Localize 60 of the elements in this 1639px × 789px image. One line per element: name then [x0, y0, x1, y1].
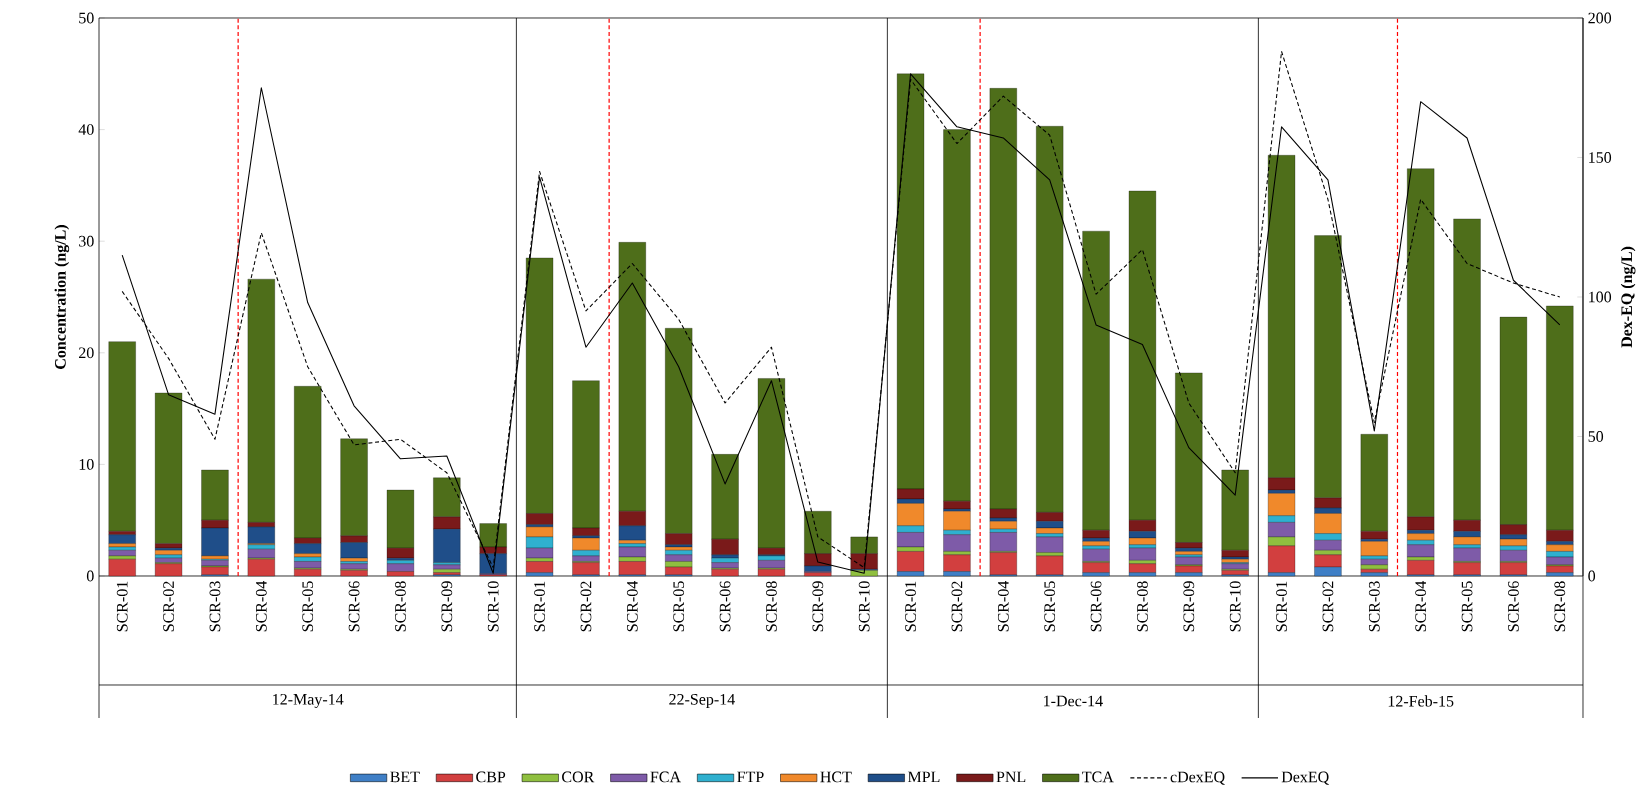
- y-tick-label: 0: [86, 570, 94, 582]
- y2-axis-title: Dex-EQ (ng/L): [1620, 246, 1636, 348]
- text: 12-Feb-15: [1388, 695, 1454, 707]
- legend-label: HCT: [820, 771, 852, 783]
- x-tick-label: SCR-02: [951, 581, 963, 632]
- x-tick-label: SCR-05: [1044, 581, 1056, 632]
- y2-tick-label: 200: [1588, 12, 1612, 24]
- y-tick-label: 50: [79, 12, 94, 24]
- x-tick-label: SCR-04: [1415, 580, 1427, 632]
- x-tick-label: SCR-10: [858, 581, 870, 632]
- legend-label: PNL: [996, 771, 1026, 783]
- x-tick-label: SCR-09: [1183, 581, 1195, 632]
- legend-label: COR: [562, 771, 595, 783]
- x-tick-label: SCR-09: [812, 581, 824, 632]
- x-tick-label: SCR-04: [255, 580, 267, 632]
- x-tick-label: SCR-03: [1368, 581, 1380, 632]
- y-tick-label: 20: [79, 347, 94, 359]
- y2-tick-label: 100: [1589, 291, 1612, 303]
- text: 22-Sep-14: [669, 693, 735, 708]
- x-tick-label: SCR-03: [209, 581, 221, 632]
- legend-label: DexEQ: [1281, 771, 1329, 785]
- x-tick-label: SCR-10: [1229, 581, 1241, 632]
- y2-tick-label: 50: [1588, 431, 1604, 442]
- legend-label: FCA: [650, 771, 681, 783]
- x-tick-label: SCR-01: [534, 581, 545, 632]
- x-tick-label: SCR-01: [1276, 581, 1287, 632]
- x-tick-label: SCR-08: [395, 581, 406, 632]
- x-tick-label: SCR-02: [580, 581, 592, 632]
- x-tick-label: SCR-04: [626, 580, 638, 632]
- x-tick-label: SCR-06: [1508, 581, 1519, 632]
- text: 1-Dec-14: [1044, 695, 1103, 707]
- x-tick-label: SCR-04: [997, 580, 1009, 632]
- x-tick-label: SCR-02: [1322, 581, 1334, 632]
- legend-label: TCA: [1082, 771, 1114, 783]
- x-tick-label: SCR-08: [1554, 581, 1566, 632]
- y-tick-label: 40: [78, 124, 94, 135]
- x-tick-label: SCR-05: [302, 581, 314, 632]
- x-tick-label: SCR-06: [1090, 581, 1102, 632]
- legend-label: cDexEQ: [1170, 771, 1225, 785]
- x-tick-label: SCR-06: [348, 581, 360, 632]
- x-tick-label: SCR-05: [1461, 581, 1473, 632]
- x-tick-label: SCR-06: [719, 581, 731, 632]
- y-tick-label: 10: [79, 458, 94, 470]
- x-tick-label: SCR-02: [163, 581, 174, 632]
- legend-label: BET: [390, 771, 420, 783]
- x-tick-label: SCR-08: [766, 581, 777, 632]
- x-tick-label: SCR-08: [1137, 581, 1148, 632]
- x-tick-label: SCR-09: [441, 581, 453, 632]
- legend-label: MPL: [907, 771, 940, 783]
- y-axis-title: Concentration (ng/L): [54, 225, 70, 369]
- x-tick-label: SCR-01: [905, 581, 916, 632]
- x-tick-label: SCR-05: [673, 581, 685, 632]
- text: 12-May-14: [273, 693, 344, 709]
- y2-tick-label: 0: [1588, 570, 1596, 582]
- legend-label: FTP: [737, 771, 764, 783]
- legend-label: CBP: [476, 771, 506, 783]
- y2-tick-label: 150: [1589, 152, 1612, 163]
- x-tick-label: SCR-10: [487, 581, 499, 632]
- y-tick-label: 30: [79, 235, 94, 247]
- x-tick-label: SCR-01: [116, 581, 128, 632]
